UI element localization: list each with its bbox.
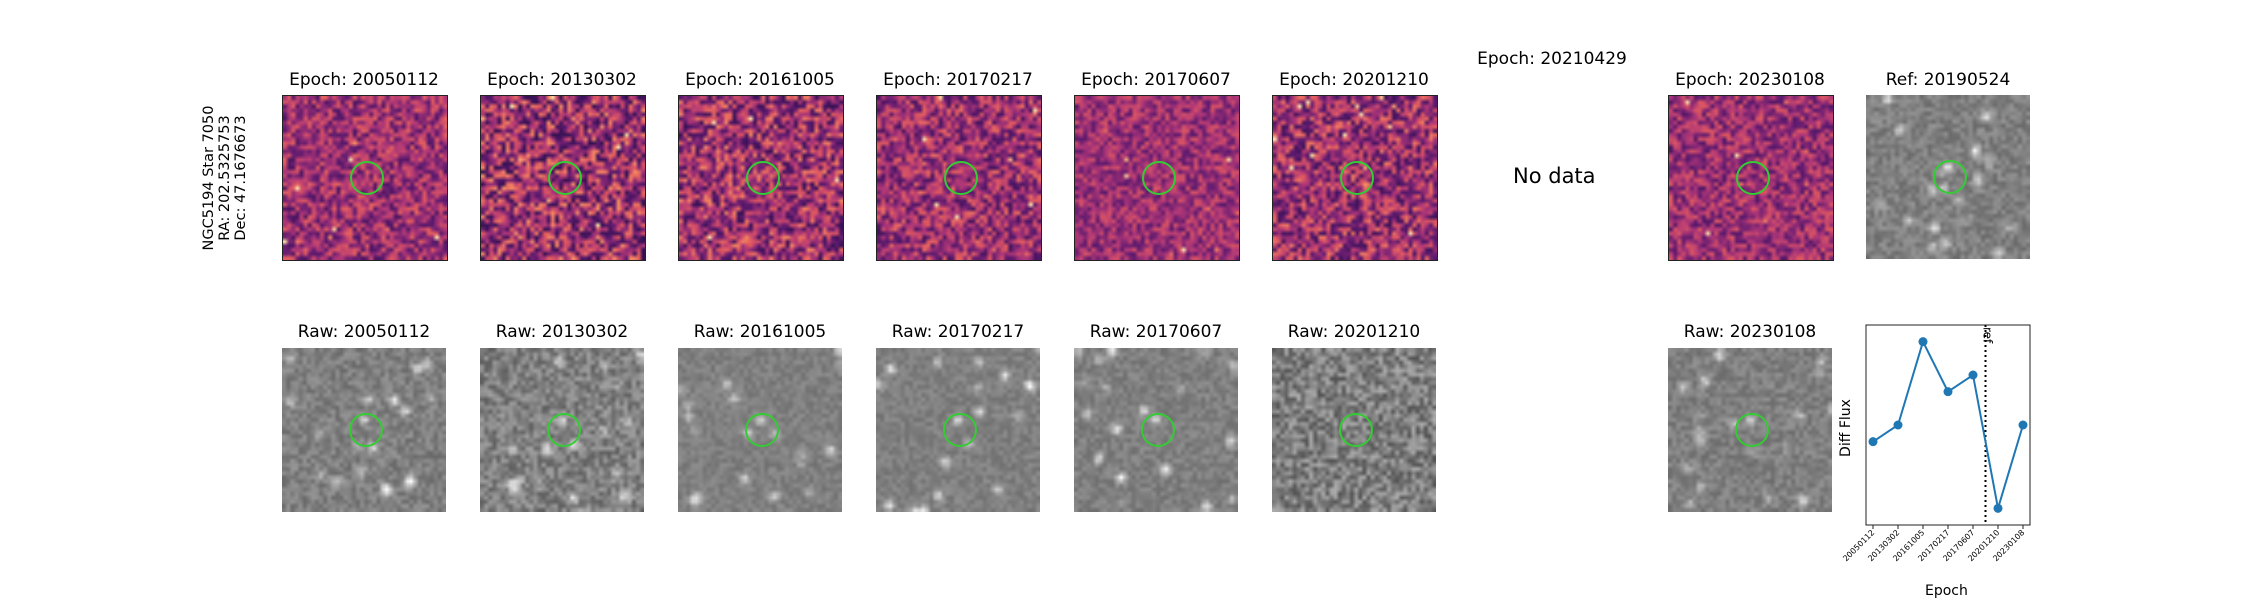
- raw-title: Raw: 20170607: [1089, 322, 1223, 342]
- target-circle-icon: [1340, 161, 1374, 195]
- ref-label: ref: [1981, 327, 1995, 344]
- diff-title: Epoch: 20170217: [883, 70, 1033, 90]
- target-circle-icon: [944, 161, 978, 195]
- data-point: [1868, 437, 1878, 447]
- data-point: [1993, 503, 2003, 513]
- data-point: [2018, 420, 2028, 430]
- diff-title: Epoch: 20230108: [1675, 70, 1825, 90]
- diff-title: Epoch: 20170607: [1081, 70, 1231, 90]
- target-circle-icon: [1142, 161, 1176, 195]
- target-circle-icon: [943, 413, 977, 447]
- diff-title: Epoch: 20210429: [1477, 49, 1627, 69]
- raw-image: [282, 348, 446, 512]
- raw-title: Raw: 20201210: [1287, 322, 1421, 342]
- raw-title: Raw: 20161005: [693, 322, 827, 342]
- no-data-text: No data: [1513, 164, 1596, 188]
- star-label: NGC5194 Star 7050 RA: 202.5325753 Dec: 4…: [201, 106, 249, 251]
- target-circle-icon: [745, 413, 779, 447]
- diff-flux-chart: ref 20050112 20130302 20161005 20170217 20170…: [1841, 324, 2031, 563]
- diff-flux-plot: ref2005011220130302201610052017021720170…: [1841, 324, 2031, 563]
- diff-image: [1668, 95, 1834, 261]
- ref-title: Ref: 20190524: [1885, 70, 2011, 90]
- diff-title: Epoch: 20161005: [685, 70, 835, 90]
- diff-image: [282, 95, 448, 261]
- diff-title: Epoch: 20050112: [289, 70, 439, 90]
- data-point: [1968, 370, 1978, 380]
- star-ra: RA: 202.5325753: [217, 115, 233, 241]
- raw-title: Raw: 20230108: [1683, 322, 1817, 342]
- plot-frame: [1865, 324, 2031, 526]
- diff-image: [1272, 95, 1438, 261]
- diff-image: [480, 95, 646, 261]
- target-circle-icon: [349, 413, 383, 447]
- raw-image: [1074, 348, 1238, 512]
- diff-image: [678, 95, 844, 261]
- data-point: [1918, 337, 1928, 347]
- target-circle-icon: [548, 161, 582, 195]
- star-dec: Dec: 47.1676673: [233, 115, 249, 241]
- raw-image: [876, 348, 1040, 512]
- raw-image: [1272, 348, 1436, 512]
- raw-title: Raw: 20050112: [297, 322, 431, 342]
- diff-image: [876, 95, 1042, 261]
- diff-image: [1074, 95, 1240, 261]
- raw-image: [1668, 348, 1832, 512]
- chart-xlabel: Epoch: [1925, 583, 1968, 599]
- target-circle-icon: [1141, 413, 1175, 447]
- diff-title: Epoch: 20201210: [1279, 70, 1429, 90]
- target-circle-icon: [746, 161, 780, 195]
- target-circle-icon: [1735, 413, 1769, 447]
- target-circle-icon: [350, 161, 384, 195]
- raw-image: [480, 348, 644, 512]
- data-point: [1943, 387, 1953, 397]
- target-circle-icon: [1933, 160, 1967, 194]
- ref-image: [1866, 95, 2030, 259]
- diff-title: Epoch: 20130302: [487, 70, 637, 90]
- raw-image: [678, 348, 842, 512]
- raw-title: Raw: 20170217: [891, 322, 1025, 342]
- star-name: NGC5194 Star 7050: [201, 105, 217, 251]
- target-circle-icon: [1339, 413, 1373, 447]
- data-point: [1893, 420, 1903, 430]
- chart-ylabel: Diff Flux: [1838, 399, 1854, 457]
- target-circle-icon: [547, 413, 581, 447]
- target-circle-icon: [1736, 161, 1770, 195]
- raw-title: Raw: 20130302: [495, 322, 629, 342]
